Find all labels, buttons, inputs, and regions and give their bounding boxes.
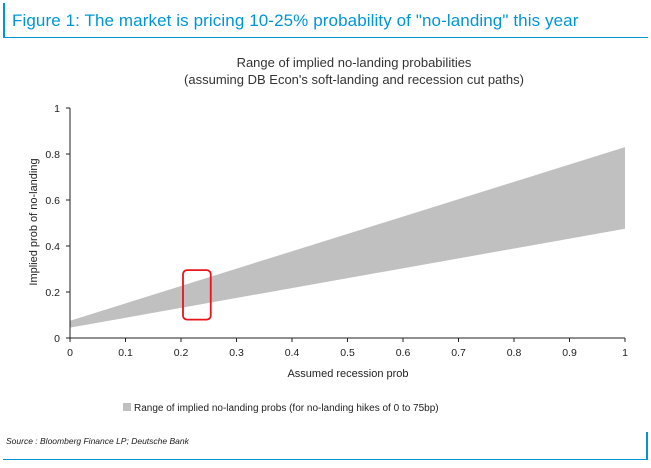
chart-title: Range of implied no-landing probabilitie… (237, 55, 472, 70)
y-tick-label: 0.8 (45, 149, 60, 161)
legend-swatch (123, 403, 131, 411)
x-axis-label: Assumed recession prob (287, 368, 408, 380)
plot-area: 0 0.2 0.4 0.6 0.8 1 0 0.1 0.2 0.3 0.4 0.5 0.6 0.7 0.8 0… (45, 103, 628, 359)
x-tick-label: 0.2 (174, 347, 189, 359)
bottom-accent-bar (646, 432, 648, 460)
chart-subtitle: (assuming DB Econ's soft-landing and rec… (184, 72, 524, 87)
x-tick-label: 0.8 (507, 347, 522, 359)
x-tick-label: 0 (67, 347, 73, 359)
x-tick-label: 0.4 (285, 347, 300, 359)
no-landing-band (70, 147, 625, 328)
x-tick-label: 0.1 (118, 347, 133, 359)
x-tick-label: 0.6 (396, 347, 411, 359)
x-tick-label: 0.3 (229, 347, 244, 359)
x-tick-label: 0.7 (451, 347, 466, 359)
y-tick-label: 0.6 (45, 195, 60, 207)
y-tick-label: 1 (54, 103, 60, 115)
highlight-box (182, 269, 212, 321)
figure-title: Figure 1: The market is pricing 10-25% p… (12, 11, 579, 30)
bottom-divider (3, 459, 648, 460)
x-tick-label: 0.5 (340, 347, 355, 359)
x-tick-label: 1 (622, 347, 628, 359)
title-divider (3, 37, 648, 38)
y-tick-label: 0 (54, 333, 60, 345)
y-tick-label: 0.2 (45, 287, 60, 299)
source-note: Source : Bloomberg Finance LP; Deutsche … (6, 436, 189, 446)
legend-label: Range of implied no-landing probs (for n… (134, 403, 439, 414)
title-accent-bar (3, 3, 5, 38)
y-tick-label: 0.4 (45, 241, 60, 253)
y-axis-label: Implied prob of no-landing (28, 158, 40, 285)
x-tick-label: 0.9 (562, 347, 577, 359)
